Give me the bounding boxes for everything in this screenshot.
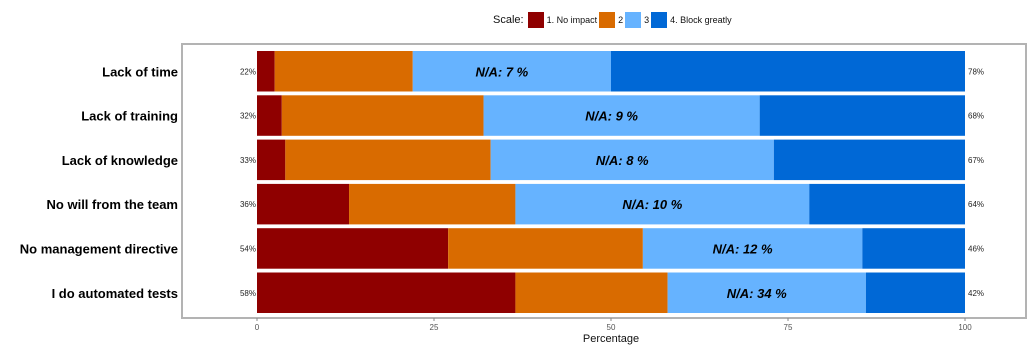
legend-swatch-level3 xyxy=(625,12,642,28)
bar-no-management-directive-4-block-greatly xyxy=(862,228,965,269)
plot-frame xyxy=(181,43,1027,319)
bar-no-will-from-the-team-2 xyxy=(349,183,516,225)
bar-no-will-from-the-team-1-no-impact xyxy=(257,183,350,225)
x-axis-title: Percentage xyxy=(583,333,639,345)
na-label: N/A: 9 % xyxy=(585,109,638,124)
legend-swatch-level2 xyxy=(599,12,616,28)
left-percent-label: 54% xyxy=(240,244,256,253)
x-tick-label: 75 xyxy=(784,323,793,332)
x-tick-label: 25 xyxy=(430,323,439,332)
bar-no-management-directive-1-no-impact xyxy=(257,228,449,269)
bar-i-do-automated-tests-2 xyxy=(515,272,668,313)
left-percent-label: 36% xyxy=(240,200,256,209)
left-percent-label: 32% xyxy=(240,112,256,121)
left-percent-label: 22% xyxy=(240,67,256,76)
bar-lack-of-training-3 xyxy=(483,95,760,136)
bar-lack-of-time-2 xyxy=(274,51,413,92)
category-label: I do automated tests xyxy=(52,286,178,301)
right-percent-label: 68% xyxy=(968,112,984,121)
bar-lack-of-training-2 xyxy=(281,95,484,136)
bar-lack-of-knowledge-1-no-impact xyxy=(257,139,286,181)
bar-i-do-automated-tests-4-block-greatly xyxy=(865,272,965,313)
bar-lack-of-knowledge-4-block-greatly xyxy=(773,139,965,181)
bars-group xyxy=(257,51,965,313)
legend-title: Scale: xyxy=(493,14,524,26)
na-label: N/A: 12 % xyxy=(713,241,773,256)
bar-lack-of-time-3 xyxy=(412,51,611,92)
right-percent-label: 46% xyxy=(968,244,984,253)
right-percent-label: 42% xyxy=(968,289,984,298)
category-label: Lack of time xyxy=(102,64,178,79)
left-percent-label: 58% xyxy=(240,289,256,298)
legend-swatch-no-impact xyxy=(527,12,544,28)
legend-label-level2: 2 xyxy=(618,15,624,25)
bar-lack-of-time-1-no-impact xyxy=(257,51,275,92)
left-percent-label: 33% xyxy=(240,156,256,165)
bar-lack-of-knowledge-3 xyxy=(490,139,774,181)
right-percent-label: 78% xyxy=(968,67,984,76)
x-axis: 0 25 50 75 100 Percentage xyxy=(255,318,972,345)
legend-item-no-impact: 1. No impact xyxy=(527,12,598,28)
bar-no-will-from-the-team-4-block-greatly xyxy=(809,183,965,225)
legend-label-level3: 3 xyxy=(644,15,650,25)
bar-no-management-directive-2 xyxy=(448,228,643,269)
bar-lack-of-knowledge-2 xyxy=(285,139,491,181)
na-label: N/A: 8 % xyxy=(596,153,649,168)
legend-item-level3: 3 xyxy=(625,12,649,28)
category-label: No will from the team xyxy=(47,197,178,212)
right-percent-label: 64% xyxy=(968,200,984,209)
legend: Scale: 1. No impact 2 3 4. Block greatly xyxy=(493,11,734,29)
category-label: Lack of training xyxy=(81,109,178,124)
x-tick-label: 0 xyxy=(255,323,260,332)
legend-item-block-greatly: 4. Block greatly xyxy=(651,12,732,28)
legend-label-block-greatly: 4. Block greatly xyxy=(670,15,732,25)
bar-no-will-from-the-team-3 xyxy=(515,183,810,225)
legend-item-level2: 2 xyxy=(599,12,623,28)
bar-no-management-directive-3 xyxy=(642,228,863,269)
labels-group: Lack of time 22% 78% N/A: 7 % Lack of traini… xyxy=(20,64,984,301)
x-tick-label: 100 xyxy=(958,323,972,332)
bar-lack-of-training-1-no-impact xyxy=(257,95,282,136)
bar-lack-of-time-4-block-greatly xyxy=(611,51,965,92)
na-label: N/A: 10 % xyxy=(622,197,682,212)
legend-swatch-block-greatly xyxy=(651,12,668,28)
category-label: No management directive xyxy=(20,241,178,256)
na-label: N/A: 34 % xyxy=(727,286,787,301)
category-label: Lack of knowledge xyxy=(62,153,178,168)
bar-lack-of-training-4-block-greatly xyxy=(759,95,965,136)
right-percent-label: 67% xyxy=(968,156,984,165)
x-tick-label: 50 xyxy=(607,323,616,332)
bar-i-do-automated-tests-3 xyxy=(667,272,866,313)
legend-label-no-impact: 1. No impact xyxy=(546,15,598,25)
na-label: N/A: 7 % xyxy=(476,64,529,79)
bar-i-do-automated-tests-1-no-impact xyxy=(257,272,516,313)
